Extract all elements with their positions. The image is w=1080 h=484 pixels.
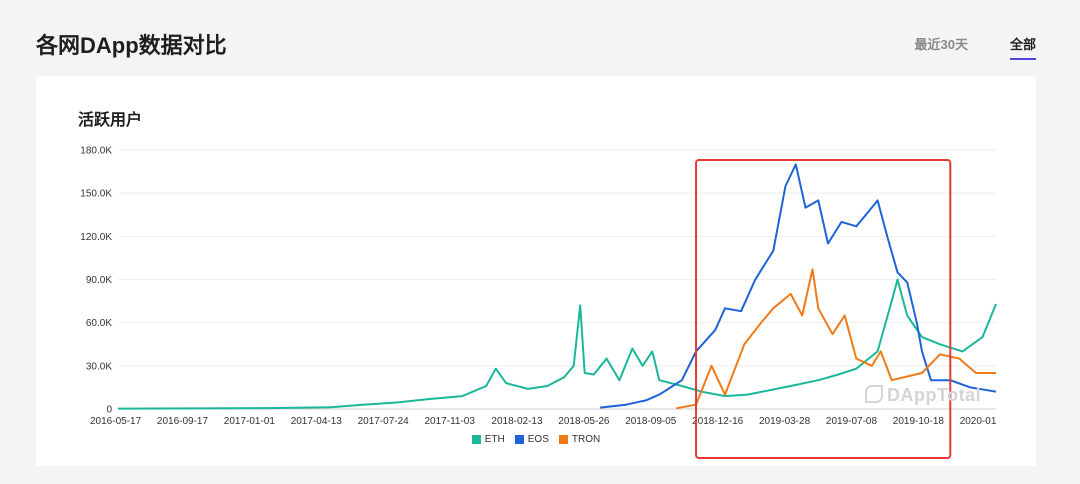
y-tick-label: 90.0K	[86, 275, 112, 286]
y-tick-label: 180.0K	[80, 146, 112, 157]
range-tabs: 最近30天 全部	[915, 34, 1036, 60]
series-line-tron	[675, 268, 996, 410]
legend-item-tron[interactable]: TRON	[558, 434, 601, 445]
tab-last-30-days[interactable]: 最近30天	[914, 37, 968, 52]
x-tick-label: 2016-05-17	[90, 416, 142, 427]
legend-label-eos: EOS	[527, 434, 549, 445]
x-tick-label: 2017-11-03	[425, 416, 476, 427]
legend-item-eos[interactable]: EOS	[514, 434, 549, 445]
y-tick-label: 60.0K	[86, 318, 112, 329]
y-tick-label: 150.0K	[80, 189, 112, 200]
x-tick-label: 2017-07-24	[358, 416, 410, 427]
line-chart: 0 30.0K 60.0K 90.0K 120.0K 150.0K 180.0K 2016-…	[80, 146, 997, 459]
x-tick-label: 2019-10-18	[893, 416, 945, 427]
x-tick-label: 2018-05-26	[558, 416, 610, 427]
tab-all[interactable]: 全部	[1009, 34, 1036, 60]
y-axis-ticks: 0 30.0K 60.0K 90.0K 120.0K 150.0K 180.0K	[80, 146, 112, 416]
x-tick-label: 2016-09-17	[157, 416, 209, 427]
chart-card: 活跃用户 0 30.0K 60.0K 90.0K 120.0K 150.0K 180.0K …	[36, 76, 1036, 466]
legend-swatch-eth	[471, 435, 481, 444]
x-tick-label: 2018-09-05	[625, 416, 677, 427]
legend-swatch-tron	[558, 435, 568, 444]
x-tick-label: 2018-02-13	[491, 416, 543, 427]
grid-layer	[118, 149, 996, 410]
x-tick-label: 2018-12-16	[692, 416, 744, 427]
watermark-logo: DAppTotal	[865, 385, 981, 406]
chart-title: 活跃用户	[78, 112, 143, 129]
x-axis-ticks: 2016-05-17 2016-09-17 2017-01-01 2017-04-13…	[90, 416, 997, 427]
highlight-box	[695, 159, 952, 459]
y-tick-label: 120.0K	[80, 232, 112, 243]
watermark-text: DAppTotal	[887, 385, 982, 405]
x-tick-label: 2017-04-13	[291, 416, 343, 427]
legend-swatch-eos	[514, 435, 524, 444]
x-tick-label: 2019-03-28	[759, 416, 811, 427]
series-layer	[117, 163, 997, 410]
legend-label-eth: ETH	[484, 434, 505, 445]
y-tick-label: 30.0K	[86, 361, 112, 372]
page-title: 各网DApp数据对比	[36, 33, 227, 58]
highlight-layer	[695, 159, 952, 459]
legend-item-eth[interactable]: ETH	[471, 434, 505, 445]
x-tick-label: 2017-01-01	[224, 416, 276, 427]
legend-label-tron: TRON	[571, 434, 601, 445]
x-tick-label: 2020-01	[960, 416, 997, 427]
chart-legend: ETH EOS TRON	[36, 434, 1036, 445]
dapptotal-logo-icon	[865, 385, 883, 403]
series-line-eos	[599, 163, 997, 409]
y-tick-label: 0	[106, 405, 112, 416]
series-line-eth	[117, 278, 997, 410]
x-tick-label: 2019-07-08	[826, 416, 878, 427]
